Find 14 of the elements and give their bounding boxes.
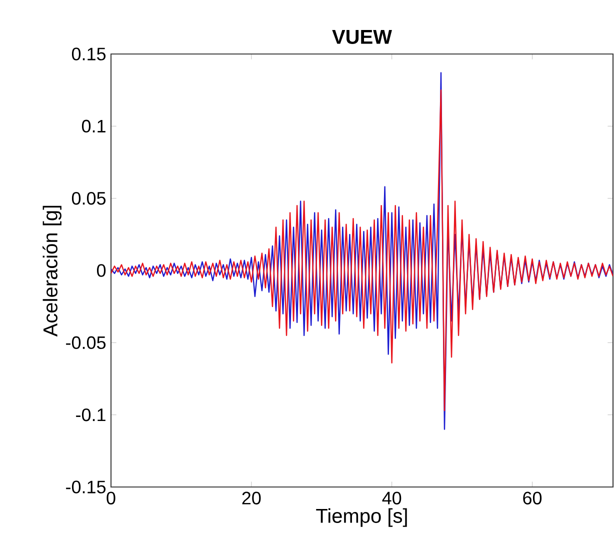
chart-title: VUEW xyxy=(332,30,392,44)
x-tick-label: 0 xyxy=(106,492,116,504)
y-tick-label: 0.1 xyxy=(82,120,106,133)
y-tick-label: 0 xyxy=(96,264,106,277)
y-axis-title: Aceleración [g] xyxy=(42,206,62,337)
x-tick-label: 60 xyxy=(523,492,542,504)
y-tick-label: -0.1 xyxy=(76,408,106,422)
x-axis-title: Tiempo [s] xyxy=(316,508,407,527)
y-tick-label: 0.15 xyxy=(72,48,106,60)
y-tick-label: 0.05 xyxy=(72,192,106,205)
y-tick-label: -0.05 xyxy=(66,336,106,350)
x-tick-label: 20 xyxy=(242,492,261,504)
x-tick-label: 40 xyxy=(382,492,402,504)
y-tick-label: -0.15 xyxy=(66,480,106,494)
